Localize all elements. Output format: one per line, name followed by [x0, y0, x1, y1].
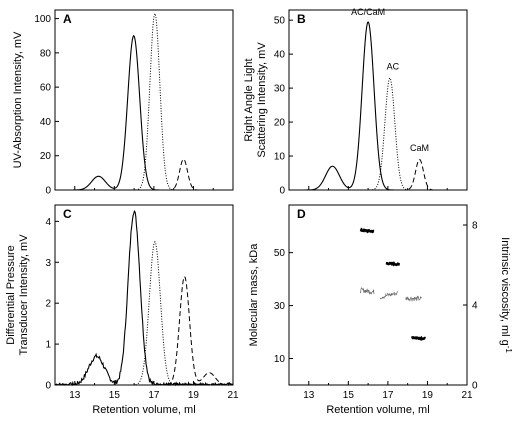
panel-c-series-dashed [55, 275, 234, 386]
panel-a-y-tick-label: 20 [40, 151, 52, 162]
panel-c-y-axis-title-line1: Differential Pressure [5, 245, 17, 344]
panel-b-y-axis-title-line2: Scattering Intensity, mV [256, 42, 268, 158]
panel-b-y-tick-label: 0 [279, 186, 285, 197]
panel-b-letter: B [297, 12, 306, 26]
molecular-mass-segment [385, 261, 401, 267]
panel-d-right-y-tick-label: 4 [472, 301, 478, 312]
intrinsic-viscosity-segment [359, 287, 375, 295]
panel-d-right-y-tick-label: 8 [472, 221, 478, 232]
panel-d-right-y-axis-title-text: Intrinsic viscosity, ml g [499, 237, 511, 346]
panel-c-x-axis-title: Retention volume, ml [92, 404, 195, 416]
panel-d-letter: D [297, 207, 306, 221]
molecular-mass-segment [359, 227, 375, 234]
panel-c-y-tick-label: 2 [45, 299, 51, 310]
panel-d-x-tick-label: 21 [461, 390, 473, 401]
intrinsic-viscosity-segment [379, 291, 398, 300]
panel-d-y-tick-label: 10 [274, 354, 286, 365]
panel-d-right-y-axis-title-sup: -1 [505, 346, 514, 354]
panel-d-x-tick-label: 15 [343, 390, 355, 401]
panel-a-y-tick-label: 0 [45, 186, 51, 197]
panel-c-x-tick-label: 13 [69, 390, 81, 401]
panel-a-y-tick-label: 80 [40, 48, 52, 59]
panel-b-series-dashed [289, 158, 467, 191]
panel-a-y-tick-label: 40 [40, 117, 52, 128]
panel-a-series-dashed [55, 158, 233, 191]
panel-c-frame [54, 204, 234, 386]
panel-a-y-tick-label: 100 [34, 14, 51, 25]
panel-c-x-tick-label: 17 [148, 390, 160, 401]
panel-d-marks: 13 15 17 19 21 10 30 50 0 4 8 [274, 221, 478, 402]
panel-c-series-solid [54, 210, 234, 387]
panel-a-y-axis-title: UV-Absorption Intensity, mV [12, 31, 24, 168]
panel-a-series-solid [55, 34, 233, 191]
panel-d-right-y-tick-label: 0 [472, 381, 478, 392]
panel-c-y-tick-label: 4 [45, 217, 51, 228]
panel-d-x-axis-title: Retention volume, ml [326, 404, 429, 416]
panel-a-series-dotted [55, 12, 233, 191]
panel-c-marks: 13 15 17 19 21 0 1 2 3 4 [45, 210, 239, 401]
panel-d-x-tick-label: 13 [303, 390, 315, 401]
panel-b-annotation: AC/CaM [351, 7, 385, 17]
panel-b-y-tick-label: 40 [274, 50, 286, 61]
panel-b-series-dotted [289, 77, 467, 191]
panel-d-right-y-axis-title: Intrinsic viscosity, ml g-1 [499, 237, 514, 353]
panel-d-x-tick-label: 17 [382, 390, 394, 401]
panel-c-x-tick-label: 19 [188, 390, 200, 401]
panel-d-y-tick-label: 30 [274, 301, 286, 312]
panel-c-x-tick-label: 15 [109, 390, 121, 401]
panel-c-y-tick-label: 0 [45, 381, 51, 392]
panel-b-y-tick-label: 30 [274, 84, 286, 95]
panel-b: B Right Angle Light Scattering Intensity… [243, 9, 468, 191]
panel-d-y-axis-title: Molecular mass, kDa [248, 243, 260, 347]
panel-c-y-tick-label: 1 [45, 340, 51, 351]
panel-b-series-solid [289, 21, 467, 191]
panel-a-marks: 0 20 40 60 80 100 [34, 12, 234, 197]
molecular-mass-segment [410, 335, 426, 342]
panel-c-x-tick-label: 21 [227, 390, 239, 401]
panel-a-letter: A [63, 12, 72, 26]
panel-d-x-tick-label: 19 [422, 390, 434, 401]
panel-b-y-tick-label: 10 [274, 152, 286, 163]
panel-b-marks: 0 10 20 30 40 50 AC/CaM AC CaM [274, 7, 468, 197]
panel-a-frame [54, 9, 234, 191]
panel-c-series-dotted [55, 240, 233, 386]
intrinsic-viscosity-segment [405, 295, 422, 302]
panel-b-annotation: CaM [410, 143, 429, 153]
panel-c-y-tick-label: 3 [45, 258, 51, 269]
panel-b-y-tick-label: 20 [274, 118, 286, 129]
panel-b-frame [288, 9, 468, 191]
panel-b-y-axis-title-line1: Right Angle Light [243, 58, 255, 141]
panel-a-y-tick-label: 60 [40, 83, 52, 94]
panel-b-annotation: AC [387, 61, 400, 71]
panel-c-letter: C [63, 207, 72, 221]
panel-c-y-axis-title-line2: Transducer Intensity, mV [18, 234, 30, 356]
panel-d-frame [288, 204, 468, 386]
panel-d-y-tick-label: 50 [274, 248, 286, 259]
panel-b-y-tick-label: 50 [274, 16, 286, 27]
panel-d: D Molecular mass, kDa Intrinsic viscosit… [248, 204, 514, 416]
